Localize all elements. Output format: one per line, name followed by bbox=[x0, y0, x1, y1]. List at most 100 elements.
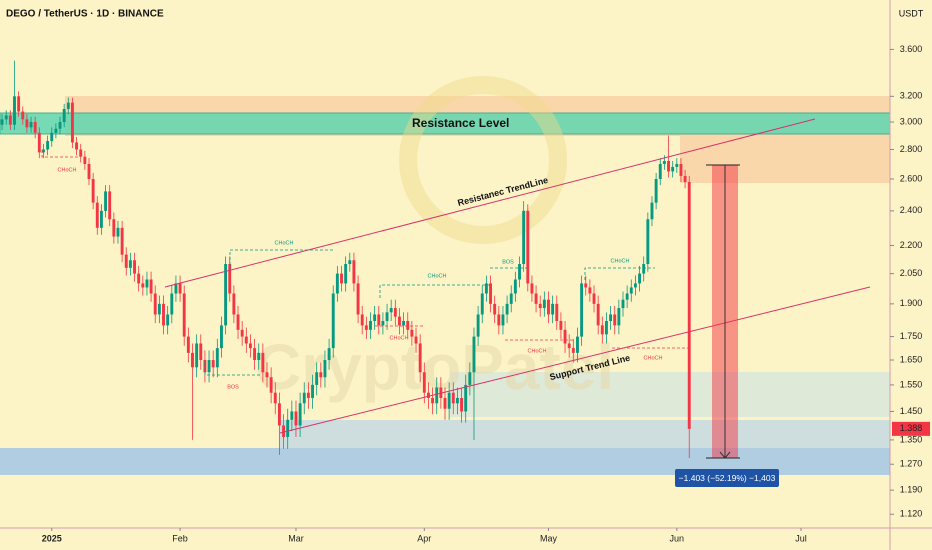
candle-body bbox=[215, 348, 219, 368]
candle-body bbox=[66, 102, 70, 109]
candle-body bbox=[62, 108, 66, 123]
candle-body bbox=[600, 325, 604, 335]
candle-body bbox=[116, 227, 120, 237]
candle-body bbox=[257, 352, 261, 361]
candle-body bbox=[489, 283, 492, 304]
candle-body bbox=[224, 264, 228, 326]
candle-body bbox=[563, 329, 567, 344]
candle-body bbox=[261, 352, 265, 373]
last-price-tag bbox=[892, 421, 930, 436]
candle-body bbox=[476, 314, 480, 337]
x-tick-label: 2025 bbox=[42, 533, 62, 543]
candle-body bbox=[435, 387, 439, 404]
candle-body bbox=[646, 219, 650, 265]
support-trendline bbox=[279, 286, 871, 434]
candle-body bbox=[369, 320, 372, 330]
choch-line bbox=[379, 284, 490, 298]
candle-body bbox=[302, 392, 306, 404]
candle-body bbox=[290, 411, 294, 420]
candle-body bbox=[95, 202, 99, 228]
candle-body bbox=[675, 163, 679, 167]
candle-body bbox=[112, 219, 116, 237]
candle-body bbox=[145, 279, 149, 288]
candle-body bbox=[75, 142, 79, 150]
candle-body bbox=[195, 343, 199, 368]
chart-title: DEGO / TetherUS · 1D · BINANCE bbox=[6, 9, 164, 20]
candle-body bbox=[455, 397, 459, 404]
candle-body bbox=[294, 411, 298, 426]
candle-body bbox=[551, 303, 555, 315]
structure-marker: CHoCH bbox=[428, 273, 447, 279]
candle-body bbox=[576, 336, 579, 353]
candle-body bbox=[182, 293, 186, 337]
candle-body bbox=[542, 299, 546, 309]
candle-body bbox=[671, 166, 675, 172]
candle-body bbox=[571, 348, 575, 353]
candle-body bbox=[505, 303, 509, 315]
measure-arrowhead bbox=[719, 451, 731, 459]
candle-body bbox=[83, 156, 87, 164]
candle-body bbox=[538, 303, 542, 309]
candle-body bbox=[559, 320, 563, 330]
candle-body bbox=[484, 283, 488, 294]
candle-body bbox=[377, 314, 381, 326]
candle-body bbox=[137, 273, 141, 284]
y-tick-label: 1.550 bbox=[900, 379, 923, 389]
currency: USDT bbox=[899, 8, 924, 18]
candle-body bbox=[335, 273, 339, 294]
candle-body bbox=[8, 115, 12, 125]
candle-body bbox=[497, 314, 501, 326]
candle-body bbox=[37, 132, 41, 153]
candle-body bbox=[580, 283, 584, 337]
candle-body bbox=[4, 115, 8, 120]
candle-body bbox=[480, 293, 484, 315]
candle-body bbox=[460, 397, 464, 412]
candle-body bbox=[633, 283, 637, 288]
y-tick-label: 2.200 bbox=[900, 240, 923, 250]
candle-body bbox=[650, 202, 654, 220]
y-tick-label: 1.350 bbox=[900, 434, 923, 444]
x-tick-label: May bbox=[540, 533, 558, 543]
candle-body bbox=[547, 299, 550, 315]
candle-body bbox=[642, 264, 646, 274]
candle-body bbox=[273, 392, 277, 404]
candle-body bbox=[286, 419, 290, 437]
candle-body bbox=[667, 161, 670, 172]
candle-body bbox=[166, 314, 170, 326]
candle-body bbox=[654, 178, 658, 203]
candle-body bbox=[629, 287, 633, 294]
candle-body bbox=[509, 293, 513, 304]
candle-body bbox=[323, 360, 327, 378]
candle-body bbox=[410, 329, 414, 337]
y-tick-label: 3.200 bbox=[900, 91, 923, 101]
candle-body bbox=[33, 122, 37, 133]
candle-body bbox=[621, 299, 625, 309]
candle-body bbox=[232, 293, 236, 315]
candle-body bbox=[108, 191, 112, 220]
choch-line bbox=[584, 267, 655, 280]
candle-body bbox=[170, 293, 174, 315]
candle-body bbox=[87, 163, 91, 179]
candle-body bbox=[364, 325, 368, 330]
candle-body bbox=[348, 260, 352, 265]
candle-body bbox=[128, 260, 132, 268]
candle-body bbox=[638, 273, 642, 284]
candle-body bbox=[149, 279, 153, 294]
candle-body bbox=[501, 314, 505, 326]
candle-body bbox=[389, 308, 393, 313]
x-tick-label: Apr bbox=[417, 533, 431, 543]
y-tick-label: 1.750 bbox=[900, 331, 923, 341]
candle-body bbox=[191, 352, 194, 368]
x-tick-label: Jun bbox=[670, 533, 685, 543]
candle-body bbox=[25, 119, 29, 128]
candle-body bbox=[625, 293, 629, 300]
candle-body bbox=[327, 348, 331, 361]
candle-body bbox=[319, 372, 323, 378]
candle-body bbox=[17, 96, 21, 112]
candle-body bbox=[306, 392, 310, 398]
candle-body bbox=[414, 336, 418, 344]
candle-body bbox=[393, 308, 397, 317]
y-tick-label: 2.600 bbox=[900, 173, 923, 183]
candle-body bbox=[244, 336, 248, 344]
